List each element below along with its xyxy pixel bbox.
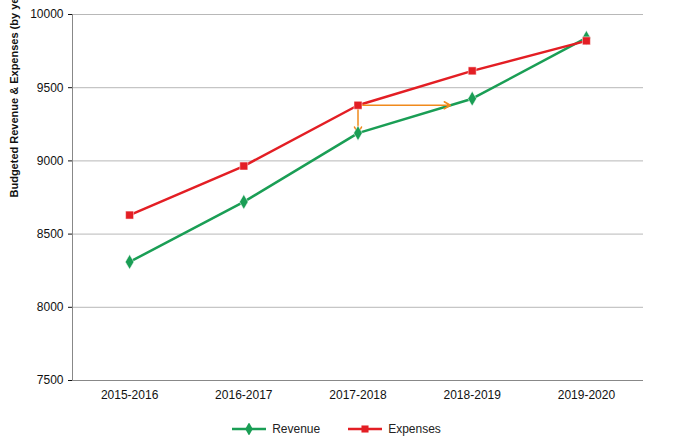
svg-text:2017-2018: 2017-2018: [329, 388, 387, 402]
svg-text:8500: 8500: [37, 227, 64, 241]
svg-text:2015-2016: 2015-2016: [101, 388, 159, 402]
svg-text:2016-2017: 2016-2017: [215, 388, 273, 402]
svg-text:10000: 10000: [30, 7, 64, 21]
svg-text:8000: 8000: [37, 300, 64, 314]
svg-text:2018-2019: 2018-2019: [444, 388, 502, 402]
svg-text:9500: 9500: [37, 81, 64, 95]
svg-text:Budgeted Revenue & Expenses (b: Budgeted Revenue & Expenses (by year): [8, 0, 20, 198]
html-text:Revenue: Revenue: [272, 422, 321, 436]
html-text:Expenses: Expenses: [388, 422, 441, 436]
svg-text:9000: 9000: [37, 154, 64, 168]
svg-text:2019-2020: 2019-2020: [558, 388, 616, 402]
svg-text:7500: 7500: [37, 373, 64, 387]
